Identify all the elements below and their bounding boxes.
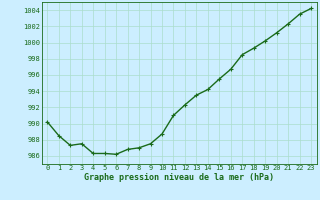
X-axis label: Graphe pression niveau de la mer (hPa): Graphe pression niveau de la mer (hPa) [84, 173, 274, 182]
